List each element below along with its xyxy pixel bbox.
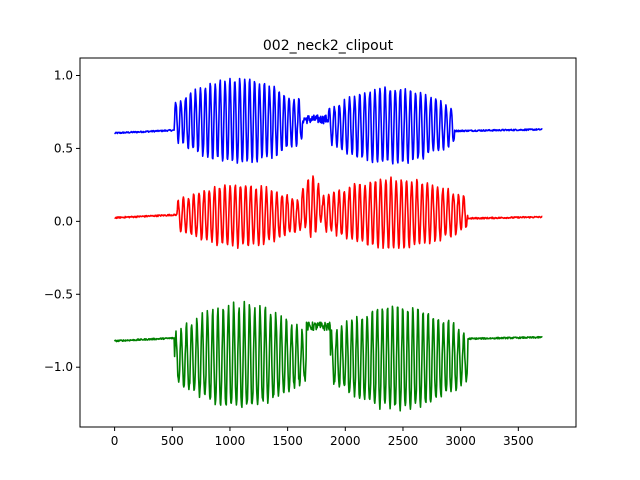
x-tick-label: 0 bbox=[111, 434, 119, 448]
series-line-1 bbox=[114, 77, 543, 165]
y-tick-label: −1.0 bbox=[44, 360, 73, 374]
x-tick-label: 1000 bbox=[215, 434, 246, 448]
x-tick-label: 2500 bbox=[388, 434, 419, 448]
chart-title: 002_neck2_clipout bbox=[263, 38, 394, 54]
y-tick-label: 0.0 bbox=[54, 214, 73, 228]
series-layer bbox=[113, 77, 543, 412]
y-tick-label: 1.0 bbox=[54, 69, 73, 83]
x-tick-label: 3000 bbox=[445, 434, 476, 448]
x-tick-label: 500 bbox=[161, 434, 184, 448]
x-tick-label: 1500 bbox=[272, 434, 303, 448]
x-tick-label: 3500 bbox=[503, 434, 534, 448]
series-line-2 bbox=[114, 175, 543, 249]
plot-area-frame bbox=[79, 57, 577, 428]
series-line-3 bbox=[113, 300, 543, 412]
x-axis: 0 500 1000 1500 2000 2500 3000 3500 bbox=[111, 427, 534, 448]
y-tick-label: −0.5 bbox=[44, 287, 73, 301]
y-axis: 1.0 0.5 0.0 −0.5 −1.0 bbox=[44, 69, 80, 374]
y-tick-label: 0.5 bbox=[54, 141, 73, 155]
x-tick-label: 2000 bbox=[330, 434, 361, 448]
